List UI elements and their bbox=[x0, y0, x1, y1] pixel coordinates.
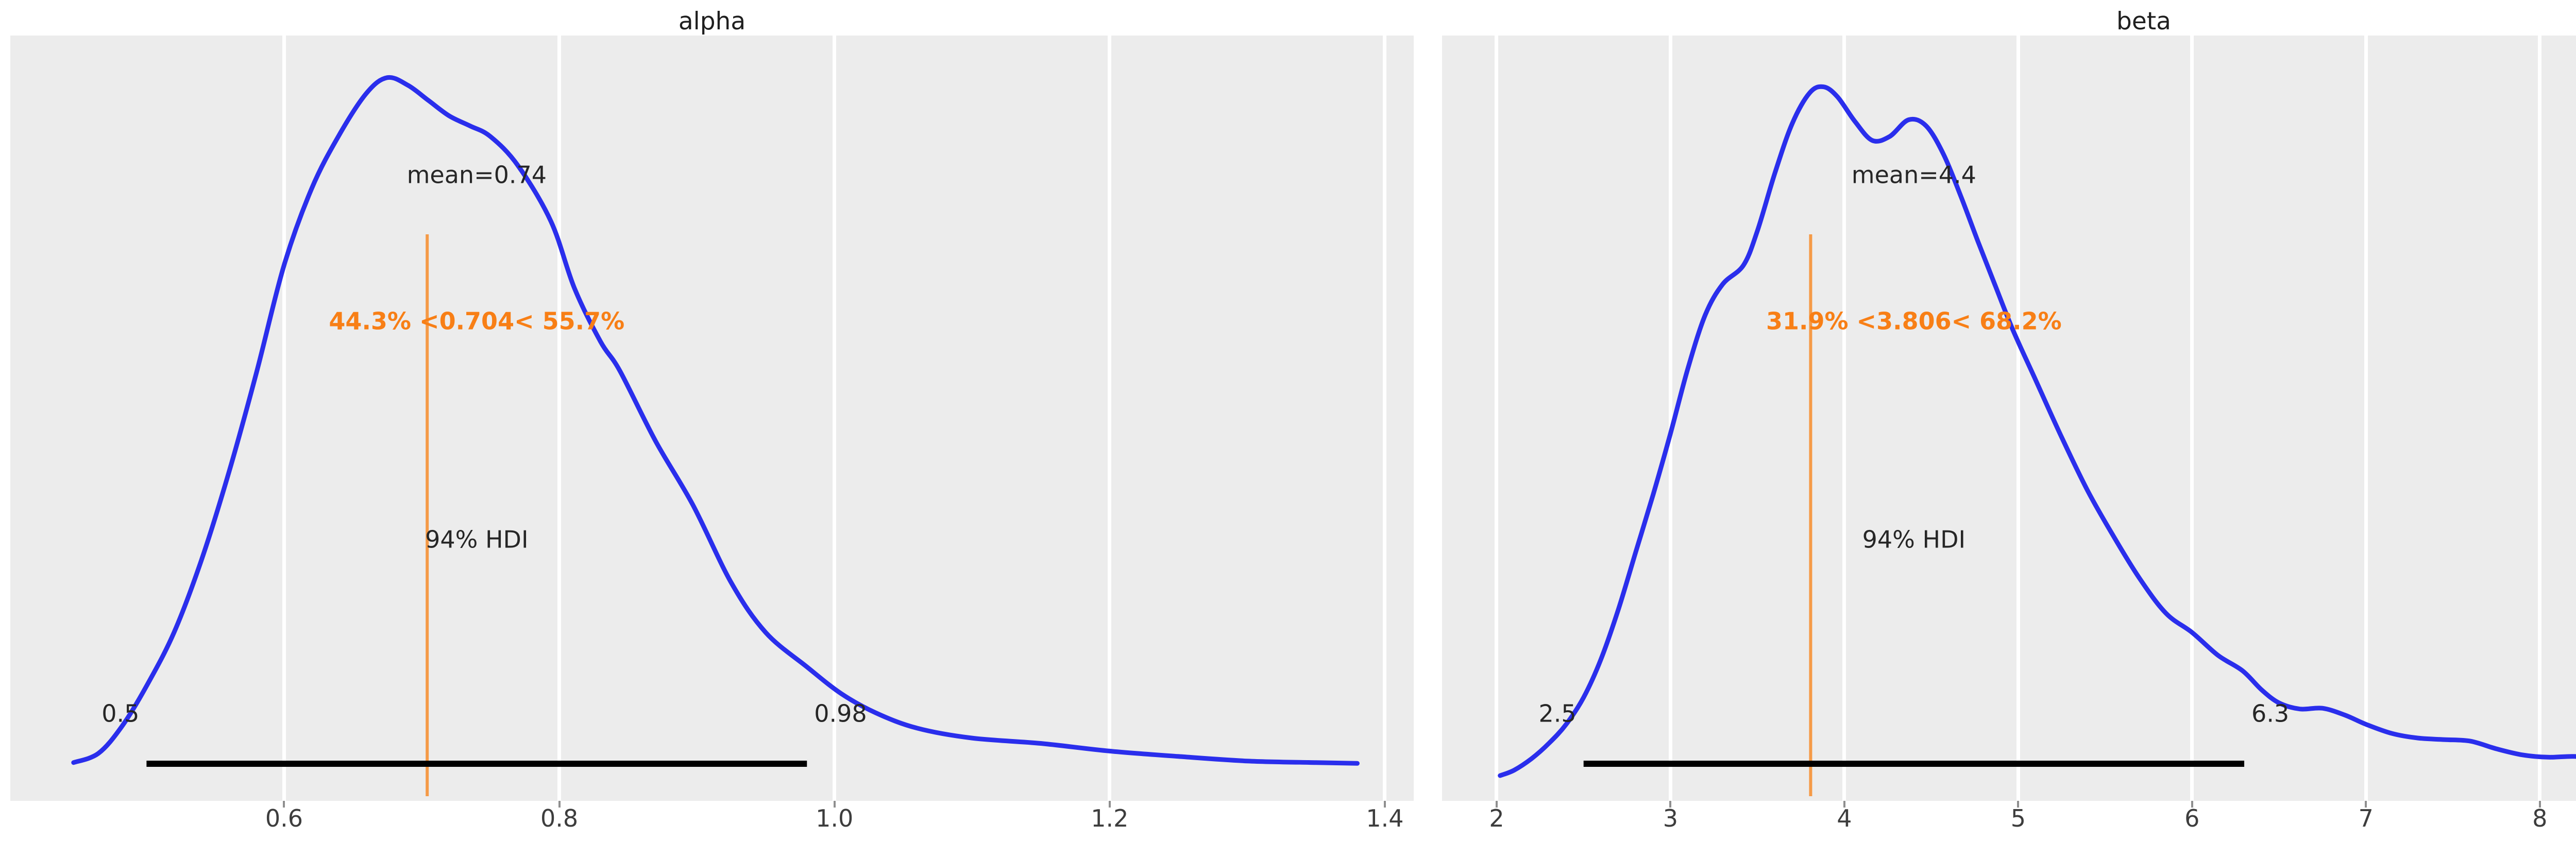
hdi-lower-value: 2.5 bbox=[1538, 699, 1577, 728]
kde-curve bbox=[71, 75, 1360, 766]
x-tick-label: 7 bbox=[2358, 804, 2374, 832]
mean-annotation: mean=4.4 bbox=[1851, 161, 1976, 189]
ref-val-annotation: 44.3% <0.704< 55.7% bbox=[329, 307, 625, 335]
x-tick-label: 4 bbox=[1837, 804, 1852, 832]
x-tick-mark bbox=[833, 801, 836, 808]
x-gridline bbox=[1495, 36, 1499, 801]
x-tick-mark bbox=[2017, 801, 2020, 808]
hdi-lower-value: 0.5 bbox=[101, 699, 140, 728]
x-tick-label: 1.0 bbox=[816, 804, 854, 832]
x-tick-mark bbox=[1843, 801, 1845, 808]
x-tick-mark bbox=[558, 801, 561, 808]
x-tick-mark bbox=[1383, 801, 1386, 808]
x-tick-mark bbox=[1669, 801, 1672, 808]
x-tick-label: 6 bbox=[2184, 804, 2200, 832]
x-tick-mark bbox=[1495, 801, 1498, 808]
x-gridline bbox=[2538, 36, 2542, 801]
x-tick-label: 5 bbox=[2010, 804, 2026, 832]
x-tick-mark bbox=[2365, 801, 2367, 808]
x-tick-label: 8 bbox=[2532, 804, 2548, 832]
hdi-annotation: 94% HDI bbox=[425, 525, 529, 554]
x-tick-label: 1.4 bbox=[1366, 804, 1404, 832]
x-tick-mark bbox=[283, 801, 285, 808]
hdi-upper-value: 6.3 bbox=[2251, 699, 2290, 728]
x-gridline bbox=[2190, 36, 2194, 801]
hdi-upper-value: 0.98 bbox=[814, 699, 867, 728]
x-tick-label: 3 bbox=[1663, 804, 1679, 832]
x-tick-label: 0.6 bbox=[265, 804, 303, 832]
x-tick-label: 2 bbox=[1489, 804, 1504, 832]
x-tick-label: 1.2 bbox=[1091, 804, 1129, 832]
x-gridline bbox=[2364, 36, 2368, 801]
x-gridline bbox=[1108, 36, 1112, 801]
x-tick-mark bbox=[2191, 801, 2193, 808]
plot-title: beta bbox=[2116, 7, 2171, 36]
plot-title: alpha bbox=[678, 7, 746, 36]
x-gridline bbox=[557, 36, 562, 801]
ref-val-annotation: 31.9% <3.806< 68.2% bbox=[1766, 307, 2062, 335]
x-tick-mark bbox=[1108, 801, 1111, 808]
kde-curve bbox=[1498, 84, 2576, 778]
x-tick-mark bbox=[2538, 801, 2541, 808]
hdi-annotation: 94% HDI bbox=[1862, 525, 1966, 554]
x-gridline bbox=[833, 36, 837, 801]
mean-annotation: mean=0.74 bbox=[406, 161, 547, 189]
x-gridline bbox=[282, 36, 286, 801]
x-gridline bbox=[1383, 36, 1387, 801]
x-gridline bbox=[2016, 36, 2020, 801]
x-gridline bbox=[1842, 36, 1846, 801]
plot-area-beta bbox=[1442, 36, 2576, 801]
x-tick-label: 0.8 bbox=[540, 804, 579, 832]
x-gridline bbox=[1668, 36, 1672, 801]
